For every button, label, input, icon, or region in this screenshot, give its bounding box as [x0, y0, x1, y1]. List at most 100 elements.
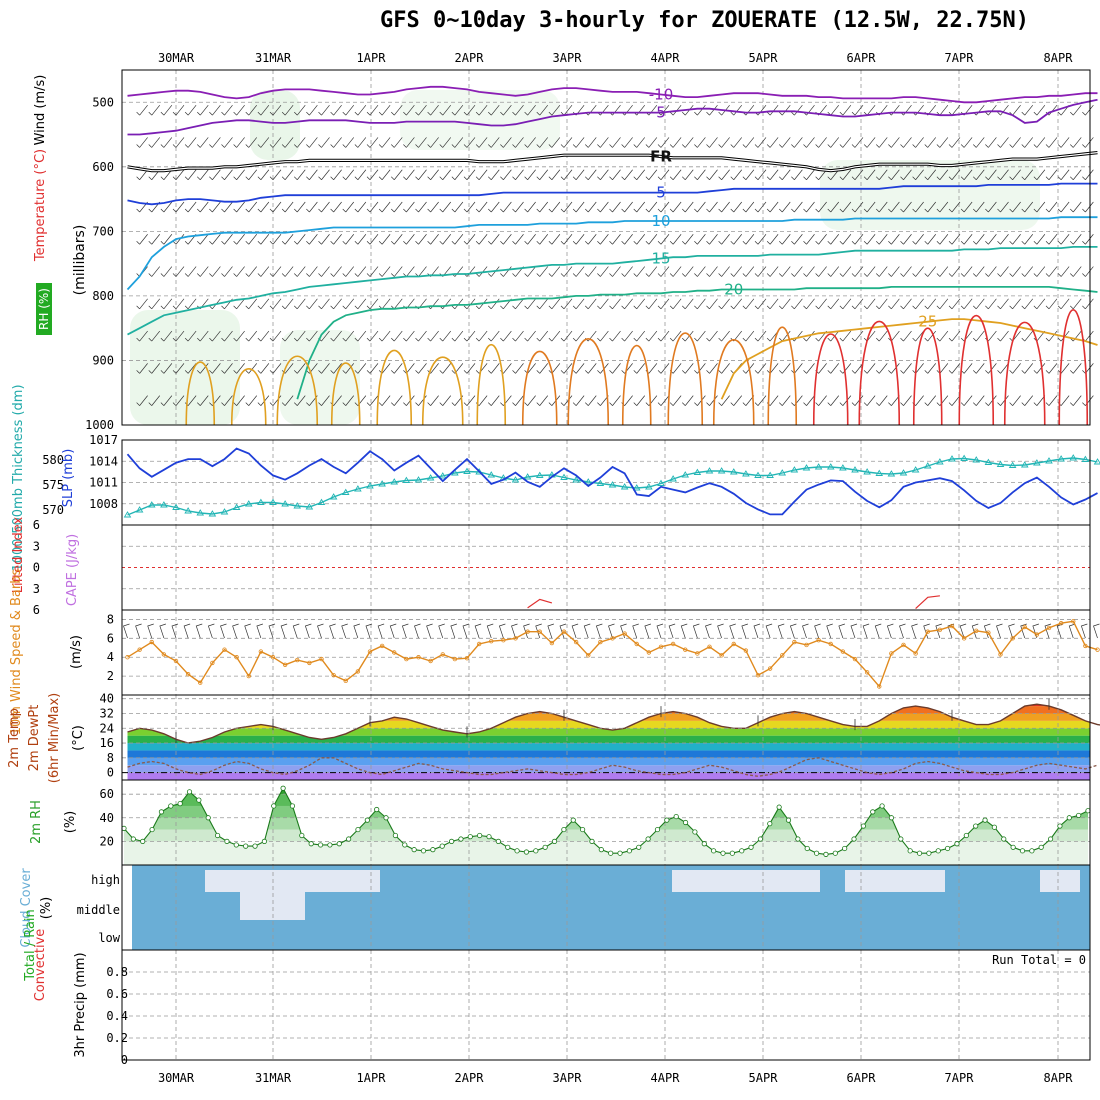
thickness-line: [127, 457, 1098, 516]
wind-barb: [415, 395, 427, 406]
rh-point: [140, 838, 146, 844]
surface-wind-barb: [789, 623, 797, 639]
wind-barb: [924, 266, 937, 277]
wind-speed-point: [804, 642, 809, 648]
wind-barb: [706, 137, 718, 148]
ylabel-cloud-unit: (%): [39, 897, 54, 920]
wind-barb: [209, 104, 221, 116]
wind-speed-point: [852, 656, 858, 662]
rh-point: [832, 850, 838, 856]
wind-barb: [536, 137, 549, 148]
rh-point: [739, 848, 745, 854]
wind-barb: [245, 234, 258, 245]
wind-speed-point: [1022, 624, 1027, 630]
wind-barb: [900, 330, 912, 342]
wind-barb: [366, 330, 379, 342]
wind-barb: [1070, 395, 1082, 406]
surface-wind-barb: [620, 623, 627, 639]
wind-barb: [318, 234, 330, 245]
wind-barb: [184, 137, 197, 148]
wind-barb: [803, 201, 815, 213]
wind-barb: [863, 169, 876, 180]
wind-barb: [754, 266, 767, 277]
wind-barb: [1009, 104, 1021, 116]
isotherm-label: 5: [656, 104, 666, 122]
wind-barb: [403, 266, 415, 277]
wind-barb: [718, 330, 730, 342]
wind-barb: [415, 169, 427, 180]
thickness-point: [863, 468, 871, 475]
wind-barb: [863, 266, 876, 277]
chart-title: GFS 0~10day 3-hourly for ZOUERATE (12.5W…: [380, 8, 1030, 33]
wind-barb: [294, 298, 306, 310]
wind-barb: [342, 169, 355, 180]
temp-tick: 8: [107, 751, 114, 765]
wind-barb: [657, 201, 670, 213]
wind-barb: [936, 330, 949, 342]
wind-barb: [633, 330, 646, 342]
wind-barb: [706, 363, 718, 374]
pressure-tick: 600: [92, 160, 114, 174]
wind-barb: [354, 234, 367, 245]
wind-barb: [500, 234, 512, 245]
wind-barb: [669, 298, 682, 310]
wind-barb: [948, 266, 961, 277]
wind-barb: [609, 169, 621, 180]
wind-barb: [997, 169, 1009, 180]
wind-barb: [694, 137, 706, 148]
wind-speed-point: [1095, 647, 1100, 652]
surface-wind-barb: [292, 623, 300, 639]
rh-point: [608, 850, 614, 856]
surface-wind-barb: [814, 623, 821, 639]
wind-barb: [330, 169, 342, 180]
surface-wind-barb: [729, 623, 736, 639]
wind-barb: [766, 169, 779, 180]
ylabel-thickness: 1000-500mb Thickness (dm): [11, 384, 26, 571]
rh-point: [664, 817, 670, 823]
wind-barb: [257, 234, 270, 245]
wind-barb: [669, 395, 682, 406]
wind-barb: [924, 298, 937, 310]
wind-barb: [839, 137, 852, 148]
wind-barb: [948, 363, 961, 374]
thickness-point: [814, 463, 823, 470]
wind-barb: [827, 266, 840, 277]
wind-barb: [779, 298, 791, 310]
wind-barb: [294, 104, 306, 116]
wind-speed-point: [173, 658, 179, 664]
wind-barb: [730, 201, 743, 213]
wind-speed-point: [343, 678, 348, 684]
wind-barb: [269, 395, 282, 406]
wind-barb: [997, 363, 1009, 374]
thickness-point: [196, 509, 205, 516]
wind-barb: [900, 363, 912, 374]
wind-barb: [1033, 363, 1046, 374]
wind-barb: [548, 137, 561, 148]
wind-barb: [366, 234, 379, 245]
wind-barb: [245, 104, 258, 116]
wind-barb: [706, 298, 718, 310]
rh-point: [196, 797, 202, 803]
date-label-top: 5APR: [749, 51, 779, 65]
lifted-index-line: [527, 598, 553, 609]
wind-barb: [197, 266, 209, 277]
ylabel-2m-temp: 2m Temp: [7, 708, 22, 768]
wind-barb: [354, 104, 367, 116]
wind-barb: [960, 169, 973, 180]
wind-barb: [172, 298, 185, 310]
wind-barb: [378, 201, 391, 213]
rh-point: [804, 845, 810, 852]
wind-barb: [609, 298, 621, 310]
surface-wind-barb: [159, 623, 166, 639]
wind-speed-point: [319, 656, 324, 662]
wind-barb: [779, 137, 791, 148]
wind-barb: [136, 395, 148, 406]
thickness-point: [354, 485, 362, 492]
surface-wind-barb: [595, 623, 603, 639]
rh-point: [945, 845, 951, 852]
thickness-point: [523, 473, 532, 480]
wind-barb: [257, 137, 270, 148]
wind-barb: [839, 234, 852, 245]
wind-barb: [754, 137, 767, 148]
wind-barb: [803, 395, 815, 406]
